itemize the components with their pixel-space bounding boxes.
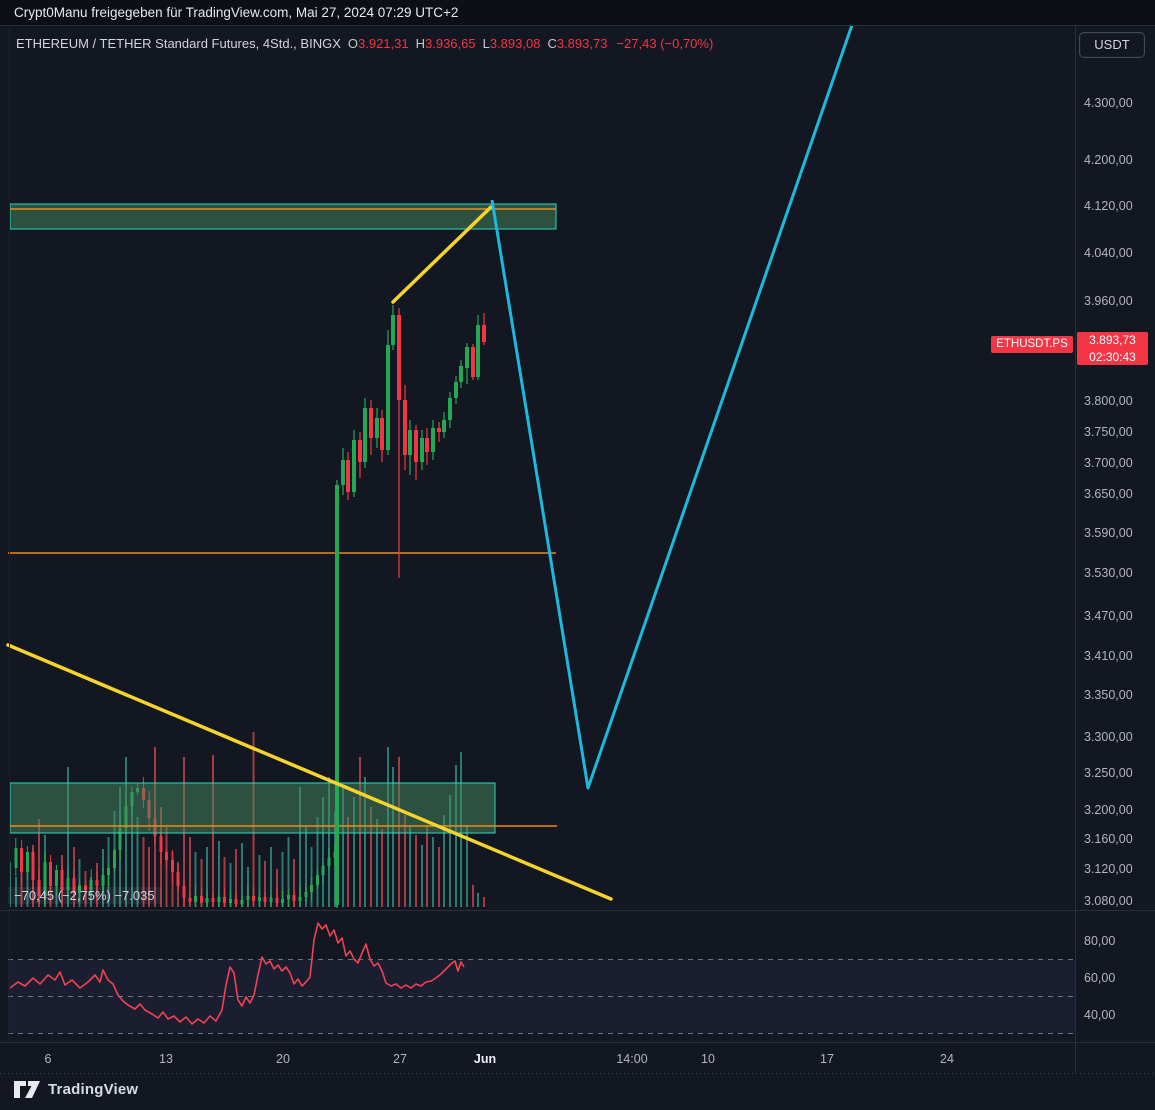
price-axis-label: 3.750,00 <box>1084 425 1133 439</box>
time-axis-label: 27 <box>393 1052 407 1066</box>
chart-legend[interactable]: ETHEREUM / TETHER Standard Futures, 4Std… <box>16 36 713 51</box>
yellow-trendlines <box>6 205 613 901</box>
current-price-tag: 3.893,73 02:30:43 <box>1077 332 1148 365</box>
rsi-axis-label: 80,00 <box>1084 934 1116 948</box>
price-axis-label: 3.530,00 <box>1084 566 1133 580</box>
video-caption-bar: Crypt0Manu freigegeben für TradingView.c… <box>0 0 1155 25</box>
rsi-pane <box>8 922 1075 1034</box>
price-axis-label: 3.590,00 <box>1084 526 1133 540</box>
price-axis-label: 3.800,00 <box>1084 394 1133 408</box>
tradingview-logo-icon[interactable] <box>14 1081 40 1098</box>
price-axis-label: 3.470,00 <box>1084 609 1133 623</box>
cyan-projection-line[interactable] <box>490 24 854 790</box>
price-axis-label: 3.160,00 <box>1084 832 1133 846</box>
price-axis-label: 4.120,00 <box>1084 199 1133 213</box>
price-axis-label: 3.300,00 <box>1084 730 1133 744</box>
price-axis-label: 3.700,00 <box>1084 456 1133 470</box>
high-value: 3.936,65 <box>425 36 476 51</box>
measurement-stat-label: −70,45 (−2,75%) −7.035 <box>8 887 161 904</box>
rectangle-zones <box>9 203 557 834</box>
orange-horizontal-lines <box>8 208 557 827</box>
pane-separators <box>0 25 1155 1074</box>
price-axis-label: 3.080,00 <box>1084 894 1133 908</box>
symbol-price-tag: ETHUSDT.PS <box>991 336 1073 353</box>
current-price: 3.893,73 <box>1089 333 1136 347</box>
open-value: 3.921,31 <box>358 36 409 51</box>
time-axis-label: 13 <box>159 1052 173 1066</box>
change-value: −27,43 (−0,70%) <box>616 36 714 51</box>
rsi-axis-label: 60,00 <box>1084 971 1116 985</box>
rsi-line <box>9 922 465 1025</box>
low-label: L <box>482 36 490 51</box>
time-axis-label: 24 <box>940 1052 954 1066</box>
caption-text: Crypt0Manu freigegeben für TradingView.c… <box>14 5 459 20</box>
bar-countdown: 02:30:43 <box>1089 349 1136 364</box>
time-axis-label: 10 <box>701 1052 715 1066</box>
price-axis-label: 3.410,00 <box>1084 649 1133 663</box>
price-axis-label: 4.200,00 <box>1084 153 1133 167</box>
price-axis-label: 3.650,00 <box>1084 487 1133 501</box>
footer: TradingView <box>14 1081 138 1098</box>
high-label: H <box>415 36 425 51</box>
price-axis-label: 3.350,00 <box>1084 688 1133 702</box>
price-axis-label: 4.300,00 <box>1084 96 1133 110</box>
time-axis-label: 17 <box>820 1052 834 1066</box>
time-axis-label: 20 <box>276 1052 290 1066</box>
symbol-title: ETHEREUM / TETHER Standard Futures, 4Std… <box>16 36 341 51</box>
tradingview-brand-text[interactable]: TradingView <box>48 1081 139 1098</box>
price-axis-label: 3.200,00 <box>1084 803 1133 817</box>
currency-toggle-button[interactable]: USDT <box>1079 32 1145 58</box>
time-axis-label: Jun <box>473 1052 497 1066</box>
time-axis-label: 6 <box>44 1052 52 1066</box>
time-axis-label: 14:00 <box>616 1052 648 1066</box>
price-axis-label: 3.120,00 <box>1084 862 1133 876</box>
rsi-axis-label: 40,00 <box>1084 1008 1116 1022</box>
price-axis-label: 4.040,00 <box>1084 246 1133 260</box>
low-value: 3.893,08 <box>489 36 541 51</box>
close-label: C <box>547 36 557 51</box>
price-axis-label: 3.250,00 <box>1084 766 1133 780</box>
close-value: 3.893,73 <box>556 36 608 51</box>
price-axis-label: 3.960,00 <box>1084 294 1133 308</box>
open-label: O <box>347 36 358 51</box>
rally-candles <box>335 305 486 908</box>
